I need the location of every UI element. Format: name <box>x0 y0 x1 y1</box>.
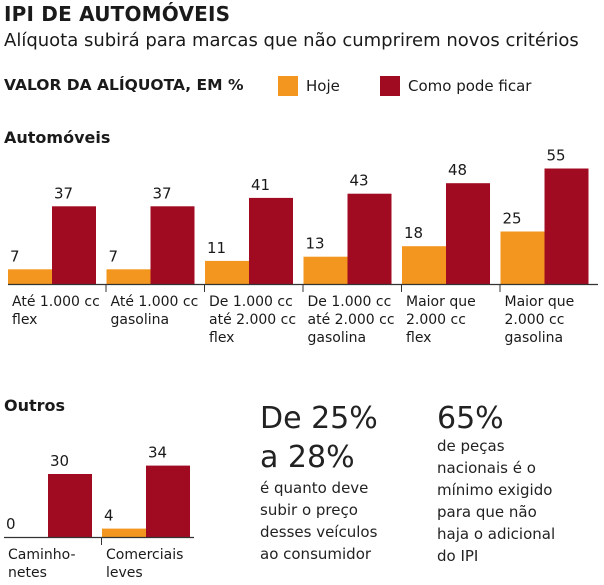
automoveis-category-label-3-line-0: De 1.000 cc <box>308 294 392 310</box>
outros-category-label-0-line-0: Caminho- <box>8 547 76 563</box>
automoveis-category-label-4-line-0: Maior que <box>406 294 476 310</box>
value-label: VALOR DA ALÍQUOTA, EM % <box>4 76 244 94</box>
automoveis-category-label-5-line-0: Maior que <box>505 294 575 310</box>
automoveis-category-label-4-line-2: flex <box>406 330 431 346</box>
automoveis-bar-hoje-2 <box>205 260 249 284</box>
note-parts-text-line-3: mínimo exigido <box>437 481 553 499</box>
automoveis-value-label-como-pode-ficar-1: 37 <box>153 184 172 202</box>
note-national-parts-value: 65% <box>437 401 504 436</box>
outros-bar-hoje-1 <box>102 528 146 537</box>
legend-hoje-label: Hoje <box>306 77 340 95</box>
automoveis-bar-hoje-3 <box>303 256 348 284</box>
automoveis-value-label-como-pode-ficar-2: 41 <box>251 176 270 194</box>
legend-como-pode-ficar: Como pode ficar <box>380 76 531 96</box>
automoveis-category-label-4-line-1: 2.000 cc <box>406 312 466 328</box>
automoveis-category-label-3-line-1: até 2.000 cc <box>308 312 395 328</box>
automoveis-bar-como-pode-ficar-4 <box>446 183 490 284</box>
automoveis-category-label-2-line-0: De 1.000 cc <box>209 294 293 310</box>
outros-category-label-0-line-1: netes <box>8 565 47 581</box>
automoveis-category-label-0-line-1: flex <box>12 312 37 328</box>
outros-bar-como-pode-ficar-1 <box>146 465 190 537</box>
automoveis-value-label-como-pode-ficar-4: 48 <box>448 161 467 179</box>
automoveis-bar-hoje-0 <box>8 269 52 284</box>
automoveis-category-label-1-line-0: Até 1.000 cc <box>111 294 199 310</box>
outros-value-label-como-pode-ficar-1: 34 <box>148 444 167 462</box>
automoveis-bar-como-pode-ficar-1 <box>150 206 195 284</box>
legend-hoje-swatch <box>278 76 298 96</box>
automoveis-category-label-1-line-1: gasolina <box>111 312 170 328</box>
section-title-automoveis: Automóveis <box>4 128 111 147</box>
automoveis-bar-hoje-4 <box>402 246 446 284</box>
automoveis-value-label-hoje-4: 18 <box>404 224 423 242</box>
outros-value-label-hoje-0: 0 <box>6 515 16 533</box>
note-price-text-line-1: é quanto deve <box>260 479 369 497</box>
automoveis-category-label-2-line-2: flex <box>209 330 234 346</box>
automoveis-value-label-hoje-1: 7 <box>109 247 119 265</box>
note-parts-text-line-4: para que não <box>437 503 537 521</box>
legend-como-pode-ficar-swatch <box>380 76 400 96</box>
legend-como-pode-ficar-label: Como pode ficar <box>408 77 532 95</box>
automoveis-bar-como-pode-ficar-2 <box>249 197 293 284</box>
automoveis-value-label-hoje-5: 25 <box>503 210 522 228</box>
automoveis-value-label-como-pode-ficar-3: 43 <box>350 172 369 190</box>
automoveis-category-label-0-line-0: Até 1.000 cc <box>12 294 100 310</box>
note-price-range-line-1: De 25% <box>260 401 378 436</box>
note-price-range-line-2: a 28% <box>260 440 355 475</box>
section-title-outros: Outros <box>4 396 66 415</box>
page-title: IPI DE AUTOMÓVEIS <box>4 2 231 26</box>
note-parts-text-line-1: de peças <box>437 437 505 455</box>
automoveis-bar-hoje-1 <box>106 269 151 284</box>
automoveis-value-label-hoje-2: 11 <box>207 239 226 257</box>
note-price-text-line-2: subir o preço <box>260 501 358 519</box>
note-parts-text-line-5: haja o adicional <box>437 525 556 543</box>
note-price-text-line-4: ao consumidor <box>260 545 372 563</box>
automoveis-category-label-3-line-2: gasolina <box>308 330 367 346</box>
automoveis-value-label-hoje-3: 13 <box>306 235 325 253</box>
note-parts-text-line-2: nacionais é o <box>437 459 536 477</box>
legend-hoje: Hoje <box>278 76 340 96</box>
outros-category-label-1-line-1: leves <box>106 565 143 581</box>
automoveis-value-label-como-pode-ficar-5: 55 <box>547 147 566 165</box>
automoveis-bar-como-pode-ficar-0 <box>52 206 96 284</box>
page-subtitle: Alíquota subirá para marcas que não cump… <box>4 30 579 51</box>
outros-value-label-hoje-1: 4 <box>104 507 114 525</box>
automoveis-category-label-5-line-1: 2.000 cc <box>505 312 565 328</box>
outros-value-label-como-pode-ficar-0: 30 <box>50 452 69 470</box>
automoveis-value-label-hoje-0: 7 <box>10 247 20 265</box>
note-price-text-line-3: desses veículos <box>260 523 378 541</box>
outros-bar-como-pode-ficar-0 <box>48 474 92 537</box>
note-parts-text-line-6: do IPI <box>437 547 479 565</box>
outros-category-label-1-line-0: Comerciais <box>106 547 183 563</box>
automoveis-bar-como-pode-ficar-3 <box>347 193 392 284</box>
automoveis-value-label-como-pode-ficar-0: 37 <box>54 184 73 202</box>
automoveis-category-label-2-line-1: até 2.000 cc <box>209 312 296 328</box>
automoveis-bar-hoje-5 <box>500 231 545 284</box>
automoveis-category-label-5-line-2: gasolina <box>505 330 564 346</box>
automoveis-bar-como-pode-ficar-5 <box>544 168 589 284</box>
